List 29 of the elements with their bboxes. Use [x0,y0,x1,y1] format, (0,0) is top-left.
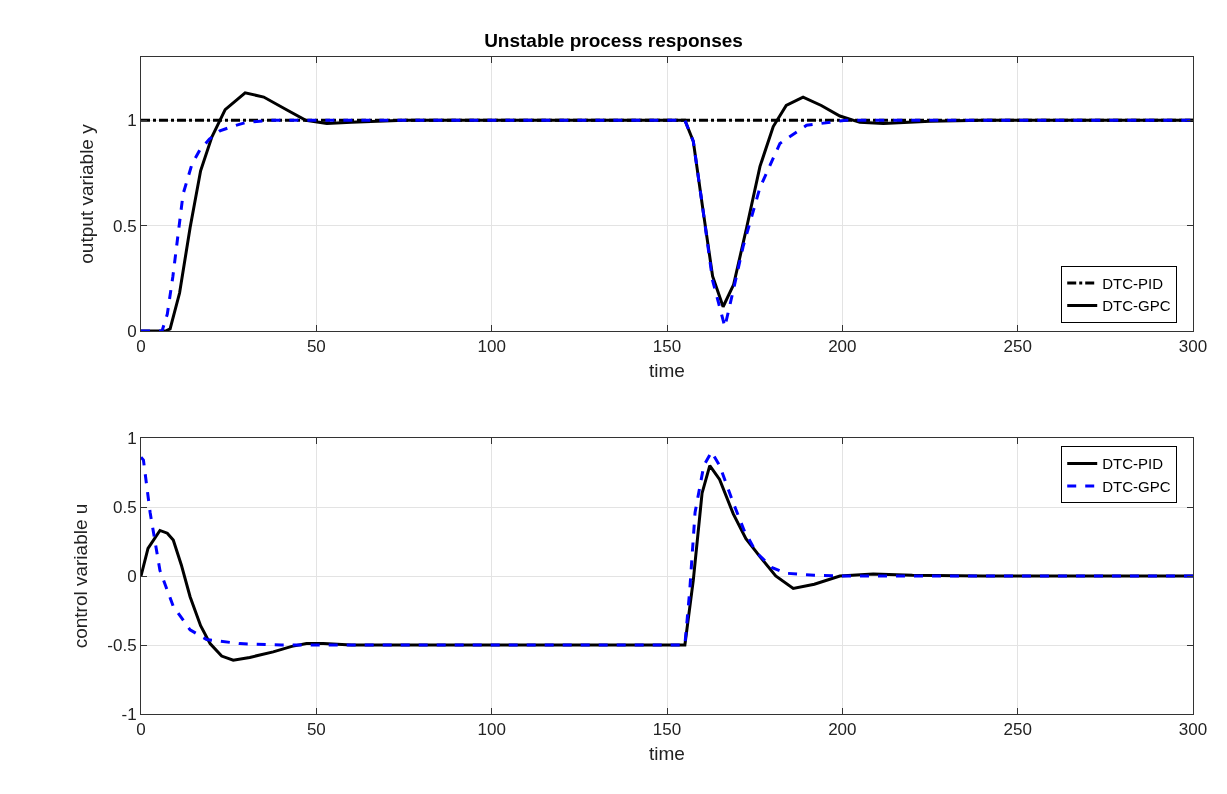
y-tick-label: 0.5 [112,216,137,236]
x-axis-title: time [649,743,685,765]
x-tick-label: 200 [828,337,857,357]
y-tick-label: 1 [127,428,137,448]
x-tick-label: 250 [1003,337,1032,357]
x-tick-label: 50 [306,720,326,740]
legend-label: DTC-GPC [1102,297,1171,315]
x-tick-label: 150 [652,337,682,357]
y-tick-label: -1 [121,704,137,724]
y-axis-title: control variable u [70,503,92,649]
x-tick-label: 250 [1003,720,1032,740]
x-tick-label: 200 [828,720,857,740]
x-tick-label: 100 [477,337,506,357]
y-axis-title: output variable y [75,123,97,264]
y-tick-label: 1 [127,111,137,131]
x-tick-label: 150 [652,720,682,740]
x-tick-label: 300 [1178,720,1208,740]
legend-label: DTC-PID [1102,274,1164,292]
y-tick-label: -0.5 [107,635,137,655]
y-tick-label: 0.5 [112,497,137,517]
legend-label: DTC-GPC [1102,477,1171,495]
x-tick-label: 300 [1178,337,1208,357]
y-tick-label: 0 [127,566,137,586]
x-axis-title: time [649,360,685,382]
x-tick-label: 50 [306,337,326,357]
chart-title: Unstable process responses [484,29,743,51]
y-tick-label: 0 [127,321,137,341]
legend-label: DTC-PID [1102,455,1164,473]
x-tick-label: 100 [477,720,506,740]
